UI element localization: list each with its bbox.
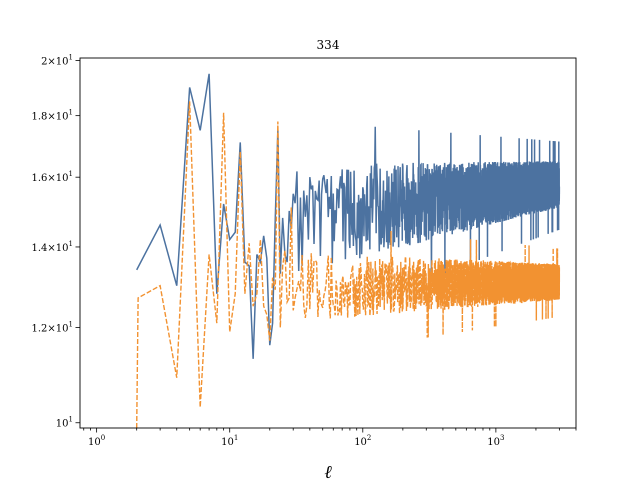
y-tick-label: 1.4×101	[32, 240, 73, 254]
series-line-1	[136, 73, 561, 359]
series-line-2	[135, 101, 561, 428]
x-tick-label: 100	[88, 434, 105, 448]
x-axis-label: ℓ	[324, 462, 332, 480]
y-axis: 101 1.2×101 1.4×101 1.6×101 1.8×101 2×101	[32, 54, 80, 430]
y-tick-label: 1.6×101	[32, 170, 73, 184]
y-tick-label: 101	[56, 416, 73, 430]
y-tick-label: 1.8×101	[32, 109, 73, 123]
x-axis: 100 101 102 103	[83, 428, 577, 448]
chart-title: 334	[317, 38, 340, 52]
x-tick-label: 102	[354, 434, 371, 448]
axes-frame	[79, 57, 577, 429]
y-tick-label: 2×101	[41, 54, 73, 68]
y-tick-label: 1.2×101	[32, 320, 73, 334]
x-tick-label: 103	[487, 434, 504, 448]
x-tick-label: 101	[221, 434, 238, 448]
plot-area	[135, 73, 561, 428]
